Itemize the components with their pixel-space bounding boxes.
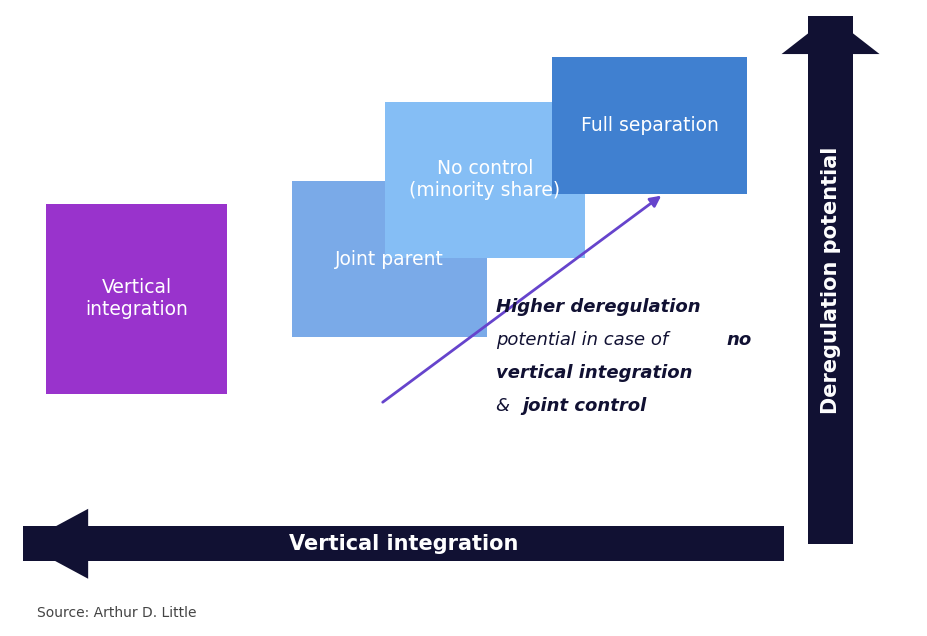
Text: joint control: joint control — [521, 397, 645, 415]
Bar — [552, 57, 746, 194]
Text: vertical integration: vertical integration — [496, 364, 692, 382]
Text: Vertical integration: Vertical integration — [288, 534, 518, 554]
FancyArrow shape — [781, 16, 879, 54]
Text: &: & — [496, 397, 515, 415]
Text: no: no — [725, 331, 751, 349]
Bar — [292, 181, 487, 337]
Text: Source: Arthur D. Little: Source: Arthur D. Little — [37, 606, 197, 620]
Text: Full separation: Full separation — [580, 116, 717, 135]
Bar — [807, 16, 852, 544]
Text: Higher deregulation: Higher deregulation — [496, 298, 701, 315]
Bar — [46, 204, 227, 394]
Text: No control
(minority share): No control (minority share) — [409, 159, 560, 200]
Bar — [23, 527, 783, 562]
Text: Deregulation potential: Deregulation potential — [819, 146, 840, 413]
Text: Joint parent: Joint parent — [335, 250, 444, 268]
Bar — [385, 102, 584, 258]
Text: Vertical
integration: Vertical integration — [85, 279, 188, 319]
Text: potential in case of: potential in case of — [496, 331, 674, 349]
FancyArrow shape — [23, 509, 88, 579]
